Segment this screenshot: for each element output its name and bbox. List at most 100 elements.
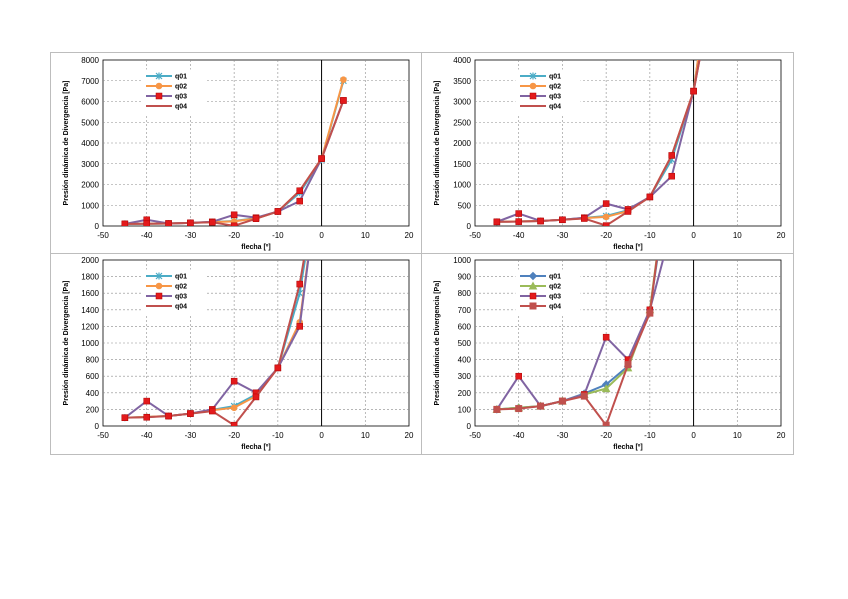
x-tick-label: -30 xyxy=(185,431,197,440)
legend-marker-q04 xyxy=(529,302,537,310)
y-axis-title: Presión dinámica de Divergencia [Pa] xyxy=(63,281,70,406)
legend: q01 q02 q03 q04 xyxy=(515,269,581,315)
legend-label-q01: q01 xyxy=(175,74,187,81)
x-tick-label: -10 xyxy=(272,231,284,240)
data-point-q04 xyxy=(296,187,303,194)
y-tick-label: 4000 xyxy=(81,139,99,148)
y-tick-label: 900 xyxy=(458,273,472,282)
data-point-q04 xyxy=(537,217,544,225)
legend-label-q01: q01 xyxy=(175,274,187,281)
data-point-q04 xyxy=(143,220,150,226)
y-tick-label: 0 xyxy=(467,222,472,231)
data-point-q03 xyxy=(602,200,610,207)
data-point-q04 xyxy=(165,412,172,420)
legend-label-q04: q04 xyxy=(549,104,561,111)
data-point-q04 xyxy=(668,152,675,159)
legend-marker-q02 xyxy=(155,82,163,90)
y-axis-title: Presión dinámica de Divergencia [Pa] xyxy=(434,81,441,206)
x-tick-label: -50 xyxy=(97,431,109,440)
data-point-q04 xyxy=(230,222,238,226)
data-point-q03 xyxy=(515,372,522,380)
x-tick-label: -20 xyxy=(228,231,240,240)
data-point-q02 xyxy=(601,384,611,393)
x-tick-label: 0 xyxy=(691,431,696,440)
x-axis-title: flecha [º] xyxy=(241,244,270,251)
y-tick-label: 800 xyxy=(86,356,100,365)
y-tick-label: 5000 xyxy=(81,118,99,127)
series-group xyxy=(493,60,701,226)
y-tick-label: 500 xyxy=(458,201,472,210)
y-tick-label: 1800 xyxy=(81,273,99,282)
y-tick-label: 1000 xyxy=(453,181,471,190)
data-point-q04 xyxy=(274,208,282,215)
y-tick-label: 200 xyxy=(458,389,472,398)
data-point-q04 xyxy=(165,220,172,226)
y-tick-label: 3000 xyxy=(81,160,99,169)
legend-marker-q02 xyxy=(155,282,163,290)
x-tick-label: 10 xyxy=(361,231,370,240)
x-tick-label: -30 xyxy=(185,231,197,240)
legend-marker-q01 xyxy=(529,72,537,80)
data-point-q04 xyxy=(602,222,610,226)
x-tick-label: -10 xyxy=(644,231,656,240)
y-tick-label: 800 xyxy=(458,289,472,298)
y-tick-label: 600 xyxy=(86,372,100,381)
data-point-q04 xyxy=(690,87,697,95)
x-tick-label: -30 xyxy=(557,231,569,240)
series-line-q03 xyxy=(124,260,310,419)
x-tick-label: -20 xyxy=(600,231,612,240)
data-point-q04 xyxy=(624,208,632,215)
y-axis-title: Presión dinámica de Divergencia [Pa] xyxy=(434,281,441,406)
series-group xyxy=(121,260,310,426)
data-point-q04 xyxy=(274,364,282,372)
legend-marker-q01 xyxy=(528,271,538,281)
data-point-q03 xyxy=(296,323,303,330)
y-tick-label: 8000 xyxy=(81,56,99,65)
x-tick-label: -10 xyxy=(644,431,656,440)
data-point-q02 xyxy=(340,76,347,84)
data-point-q04 xyxy=(515,405,523,413)
legend-label-q03: q03 xyxy=(175,294,187,301)
legend-marker-q03 xyxy=(529,92,537,100)
x-tick-label: 20 xyxy=(777,231,786,240)
legend-label-q02: q02 xyxy=(175,84,187,91)
y-tick-label: 1000 xyxy=(453,256,471,265)
y-tick-label: 300 xyxy=(458,372,472,381)
y-tick-label: 0 xyxy=(95,222,100,231)
chart-panel-4: -50 -40 -30 -20 -10 0 10 2001002003004005006007… xyxy=(421,253,794,455)
data-point-q04 xyxy=(121,220,129,226)
data-point-q04 xyxy=(209,407,216,415)
x-tick-label: 20 xyxy=(405,231,414,240)
y-tick-label: 1000 xyxy=(81,339,99,348)
data-point-q04 xyxy=(493,218,501,226)
x-tick-label: -10 xyxy=(272,431,284,440)
legend-marker-q01 xyxy=(155,72,163,80)
y-tick-label: 2500 xyxy=(453,118,471,127)
y-tick-label: 500 xyxy=(458,339,472,348)
y-tick-label: 1400 xyxy=(81,306,99,315)
y-tick-label: 2000 xyxy=(453,139,471,148)
data-point-q04 xyxy=(580,392,588,400)
data-point-q04 xyxy=(230,421,238,426)
legend-marker-q03 xyxy=(529,292,537,300)
legend-marker-q03 xyxy=(155,92,163,100)
y-tick-label: 7000 xyxy=(81,77,99,86)
legend-label-q04: q04 xyxy=(549,304,561,311)
y-tick-label: 2000 xyxy=(81,256,99,265)
legend-marker-q03 xyxy=(155,292,163,300)
legend-label-q04: q04 xyxy=(175,304,187,311)
data-point-q04 xyxy=(187,410,194,417)
data-point-q03 xyxy=(230,211,238,219)
y-tick-label: 600 xyxy=(458,322,472,331)
x-tick-label: 20 xyxy=(777,431,786,440)
legend-label-q01: q01 xyxy=(549,74,561,81)
x-tick-label: -20 xyxy=(228,431,240,440)
y-tick-label: 0 xyxy=(467,422,472,431)
x-tick-label: -40 xyxy=(141,431,153,440)
y-tick-label: 1200 xyxy=(81,322,99,331)
x-axis-title: flecha [º] xyxy=(613,244,642,251)
y-tick-label: 2000 xyxy=(81,181,99,190)
data-point-q04 xyxy=(624,361,632,369)
x-tick-label: -20 xyxy=(600,431,612,440)
y-tick-label: 100 xyxy=(458,405,472,414)
